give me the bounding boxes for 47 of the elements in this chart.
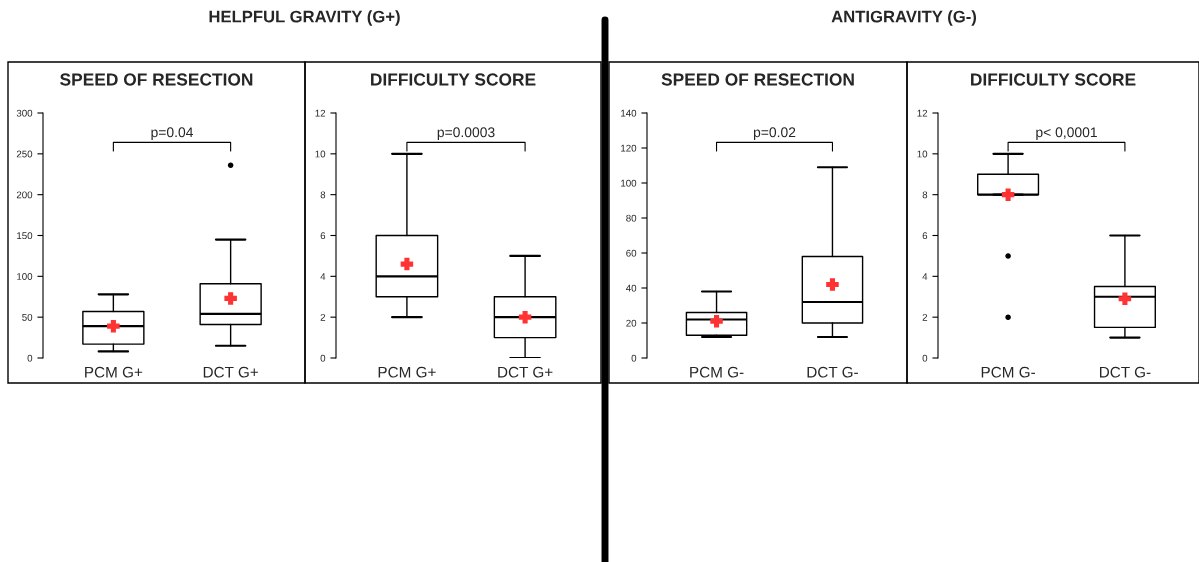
y-tick-label: 12 [917, 109, 928, 117]
y-tick-label: 0 [320, 354, 326, 362]
chart-title: SPEED OF RESECTION [661, 73, 854, 86]
y-tick-label: 10 [917, 150, 928, 158]
y-tick-label: 10 [315, 150, 326, 158]
y-tick-label: 8 [320, 191, 326, 199]
y-tick-label: 12 [315, 109, 326, 117]
y-tick-label: 200 [16, 191, 33, 199]
y-tick-label: 0 [631, 354, 637, 362]
x-tick-label: PCM G+ [85, 366, 143, 378]
x-tick-label: PCM G+ [378, 366, 436, 378]
x-tick-label: PCM G- [981, 366, 1035, 378]
x-tick-label: DCT G- [1099, 366, 1151, 378]
y-tick-label: 150 [17, 232, 33, 240]
y-tick-label: 120 [621, 144, 637, 152]
y-tick-label: 2 [922, 313, 928, 321]
text: HELPFUL GRAVITY (G+) [209, 10, 400, 26]
annotation: p=0.0003 [437, 127, 495, 140]
x-tick-label: PCM G- [690, 366, 744, 378]
y-tick-label: 140 [621, 109, 637, 117]
y-tick-label: 4 [922, 273, 928, 280]
y-tick-label: 6 [922, 232, 928, 240]
y-tick-label: 40 [625, 284, 637, 292]
y-tick-label: 250 [16, 150, 33, 158]
chart-title: DIFFICULTY SCORE [971, 73, 1136, 86]
annotation: p=0.02 [753, 127, 796, 140]
chart-title: SPEED OF RESECTION [60, 73, 253, 86]
x-tick-label: DCT G+ [203, 366, 258, 378]
x-tick-label: DCT G- [807, 366, 858, 378]
y-tick-label: 50 [22, 313, 33, 321]
text: ANTIGRAVITY (G-) [831, 10, 977, 26]
y-tick-label: 20 [626, 319, 637, 327]
y-tick-label: 6 [320, 232, 326, 240]
annotation: p=0.04 [151, 127, 194, 140]
y-tick-label: 0 [922, 354, 928, 362]
y-tick-label: 2 [320, 313, 326, 321]
x-tick-label: DCT G+ [498, 366, 553, 378]
y-tick-label: 4 [320, 273, 326, 280]
y-tick-label: 80 [626, 214, 637, 222]
y-tick-label: 300 [16, 109, 33, 117]
y-tick-label: 0 [27, 354, 33, 362]
y-tick-label: 60 [626, 249, 637, 257]
y-tick-label: 100 [621, 179, 637, 187]
chart-title: DIFFICULTY SCORE [371, 73, 536, 86]
y-tick-label: 8 [922, 191, 928, 199]
y-tick-label: 100 [17, 273, 33, 280]
annotation: p< 0,0001 [1036, 127, 1097, 140]
